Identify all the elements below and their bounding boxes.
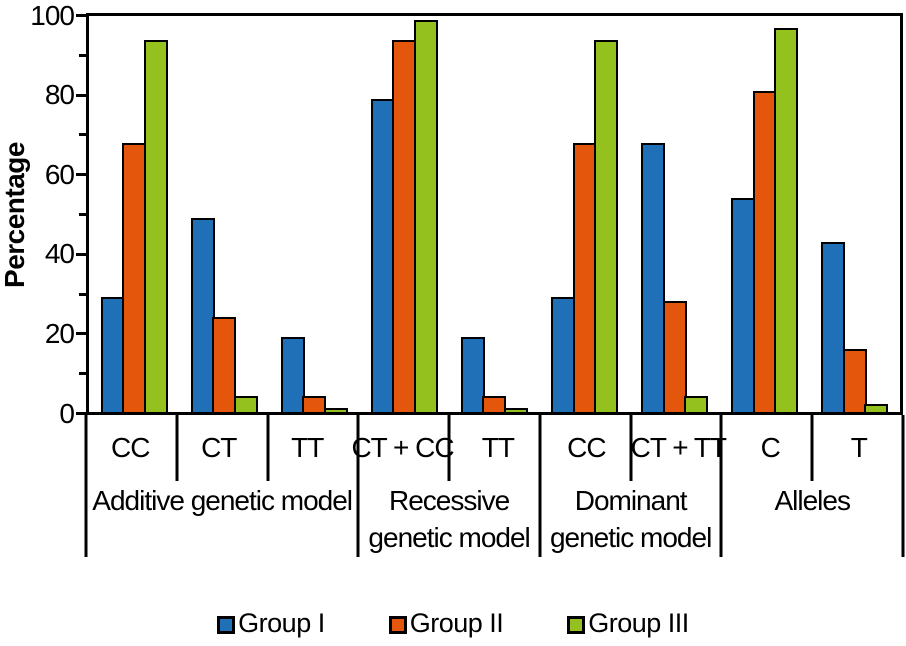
bar-group-i-cc <box>551 297 576 412</box>
group-divider-line <box>901 415 905 557</box>
bar-group-i-ct-cc <box>370 99 395 412</box>
category-divider-line <box>629 415 633 481</box>
category-cell <box>359 16 449 412</box>
legend-swatch-icon <box>217 615 236 634</box>
bar-group-iii-c <box>774 27 799 412</box>
category-cell <box>540 16 630 412</box>
legend-swatch-icon <box>388 615 407 634</box>
bar-group-i-t <box>821 241 846 412</box>
category-divider-line <box>810 415 814 481</box>
group-label-line: Recessive <box>389 485 510 516</box>
y-tick-label: 60 <box>44 158 75 190</box>
bar-group-i-cc <box>100 297 125 412</box>
group-label: Dominant genetic model <box>540 482 722 556</box>
group-divider-line <box>538 415 542 557</box>
legend-label: Group II <box>409 608 504 638</box>
y-major-tick <box>76 412 86 415</box>
group-divider-line <box>719 415 723 557</box>
bar-group-iii-cc <box>143 39 168 412</box>
legend-swatch-icon <box>567 615 586 634</box>
category-label: TT <box>481 432 515 463</box>
group-label-line: Alleles <box>774 485 850 516</box>
bar-group-iii-ct <box>233 396 258 412</box>
bar-group-iii-ct-cc <box>413 19 438 412</box>
legend-item-group-iii: Group III <box>567 608 689 639</box>
category-divider-line <box>447 415 451 481</box>
group-divider-line <box>356 415 360 557</box>
bar-group-ii-ct-cc <box>392 39 417 412</box>
y-minor-tick <box>79 133 86 137</box>
category-cell <box>269 16 359 412</box>
group-label: Additive genetic model <box>86 482 358 519</box>
category-label: TT <box>291 432 324 463</box>
bar-group-iii-tt <box>323 408 348 412</box>
bar-group-ii-ct <box>212 316 237 412</box>
bar-group-iii-t <box>864 404 889 412</box>
bar-group-ii-cc <box>122 142 147 412</box>
category-cell <box>89 16 179 412</box>
category-cell <box>630 16 720 412</box>
category-cell <box>720 16 810 412</box>
bar-group-ii-c <box>752 91 777 412</box>
bar-group-ii-ct-tt <box>662 301 687 412</box>
bar-group-iii-cc <box>594 39 619 412</box>
plot-area <box>86 13 903 415</box>
legend-label: Group I <box>238 608 325 638</box>
bar-group-iii-ct-tt <box>684 396 709 412</box>
group-label: Alleles <box>721 482 903 519</box>
bar-group-i-ct <box>190 217 215 412</box>
category-divider-line <box>175 415 179 481</box>
legend-label: Group III <box>588 608 689 638</box>
legend: Group I Group II Group III <box>0 608 906 639</box>
group-label-line: Dominant <box>574 485 688 516</box>
bar-group-i-c <box>731 198 756 412</box>
category-cell <box>810 16 900 412</box>
bar-group-i-tt <box>280 336 305 412</box>
bar-group-ii-tt <box>302 396 327 412</box>
group-divider-line <box>84 415 88 557</box>
category-label: CC <box>111 432 150 463</box>
group-label: Recessive genetic model <box>358 482 540 556</box>
y-minor-tick <box>79 372 86 376</box>
y-minor-tick <box>79 53 86 57</box>
bars-container <box>89 16 900 412</box>
category-cell <box>449 16 539 412</box>
category-label-row: CC CT TT CT + CC TT CC CT + TT C T <box>86 415 903 481</box>
y-minor-tick <box>79 213 86 216</box>
category-label: CT + TT <box>630 432 727 463</box>
y-major-tick <box>76 14 86 17</box>
category-label: T <box>850 432 868 463</box>
category-label: CT + CC <box>351 432 454 463</box>
group-label-line: Additive genetic model <box>92 485 353 516</box>
bar-group-ii-cc <box>572 142 597 412</box>
y-major-tick <box>76 252 86 256</box>
y-axis-title: Percentage <box>0 142 30 288</box>
legend-item-group-ii: Group II <box>388 608 504 639</box>
bar-group-ii-tt <box>482 396 507 412</box>
group-label-line: genetic model <box>368 522 530 553</box>
group-label-line: genetic model <box>549 522 712 553</box>
bar-group-i-ct-tt <box>641 142 666 412</box>
y-major-tick <box>76 93 86 97</box>
y-tick-label: 80 <box>44 79 75 111</box>
x-axis-labels: CC CT TT CT + CC TT CC CT + TT C T Additive genet… <box>84 415 905 560</box>
y-tick-label: 20 <box>44 317 75 349</box>
bar-group-iii-tt <box>503 408 528 412</box>
category-label: CT <box>201 432 237 463</box>
category-label: CC <box>567 432 606 463</box>
y-tick-label: 0 <box>59 397 75 429</box>
y-major-tick <box>76 173 86 177</box>
y-tick-label: 100 <box>30 0 75 31</box>
legend-item-group-i: Group I <box>217 608 325 639</box>
bar-group-i-tt <box>460 336 485 412</box>
y-minor-tick <box>79 292 86 296</box>
category-cell <box>179 16 269 412</box>
bar-group-ii-t <box>842 348 867 412</box>
y-tick-label: 40 <box>44 238 75 270</box>
y-major-tick <box>76 332 86 336</box>
category-divider-line <box>266 415 270 481</box>
category-label: C <box>760 432 781 463</box>
